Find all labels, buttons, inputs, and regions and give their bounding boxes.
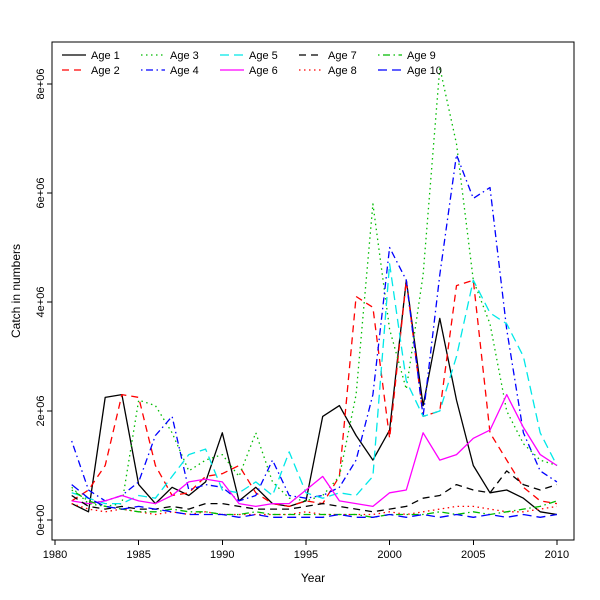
legend-item-age-8: Age 8	[299, 65, 357, 77]
x-tick-label: 2000	[377, 549, 401, 561]
legend-item-age-5: Age 5	[220, 50, 278, 62]
legend-item-age-10: Age 10	[378, 65, 442, 77]
series-line-age-1	[71, 279, 558, 516]
legend-label: Age 8	[328, 65, 357, 77]
x-tick-label: 1990	[210, 549, 234, 561]
legend-label: Age 10	[407, 65, 442, 77]
series-line-age-3	[71, 66, 558, 508]
y-axis-title: Catch in numbers	[9, 243, 23, 339]
x-tick-label: 1980	[43, 549, 67, 561]
legend-label: Age 6	[249, 65, 278, 77]
legend-label: Age 3	[170, 50, 199, 62]
legend-item-age-9: Age 9	[378, 50, 436, 62]
plot-border	[51, 41, 575, 541]
legend-label: Age 5	[249, 50, 278, 62]
legend-label: Age 7	[328, 50, 357, 62]
legend-item-age-6: Age 6	[220, 65, 278, 77]
y-tick-label: 4e+06	[35, 287, 47, 318]
x-tick-label: 1985	[126, 549, 150, 561]
legend-label: Age 9	[407, 50, 436, 62]
series-line-age-8	[71, 502, 558, 516]
legend-item-age-4: Age 4	[141, 65, 199, 77]
chart-legend: Age 1 Age 2 Age 3 Age 4 Age 5 Age 6 Age 7 Age 8…	[62, 50, 442, 77]
series-line-age-9	[71, 489, 558, 518]
x-axis-title: Year	[300, 571, 326, 585]
x-tick-label: 2010	[545, 549, 569, 561]
legend-item-age-1: Age 1	[62, 50, 120, 62]
y-tick-label: 8e+06	[35, 69, 47, 100]
legend-item-age-2: Age 2	[62, 65, 120, 77]
y-tick-label: 6e+06	[35, 178, 47, 209]
series-line-age-6	[71, 393, 558, 508]
legend-label: Age 2	[91, 65, 120, 77]
y-tick-label: 0e+00	[35, 505, 47, 536]
y-tick-label: 2e+06	[35, 396, 47, 427]
legend-label: Age 1	[91, 50, 120, 62]
series-line-age-5	[71, 263, 558, 505]
legend-label: Age 4	[170, 65, 199, 77]
legend-item-age-3: Age 3	[141, 50, 199, 62]
x-tick-label: 1995	[294, 549, 318, 561]
legend-item-age-7: Age 7	[299, 50, 357, 62]
x-tick-label: 2005	[461, 549, 485, 561]
series-line-age-4	[71, 154, 558, 502]
series-line-age-2	[71, 279, 558, 508]
series-line-age-10	[71, 484, 558, 518]
